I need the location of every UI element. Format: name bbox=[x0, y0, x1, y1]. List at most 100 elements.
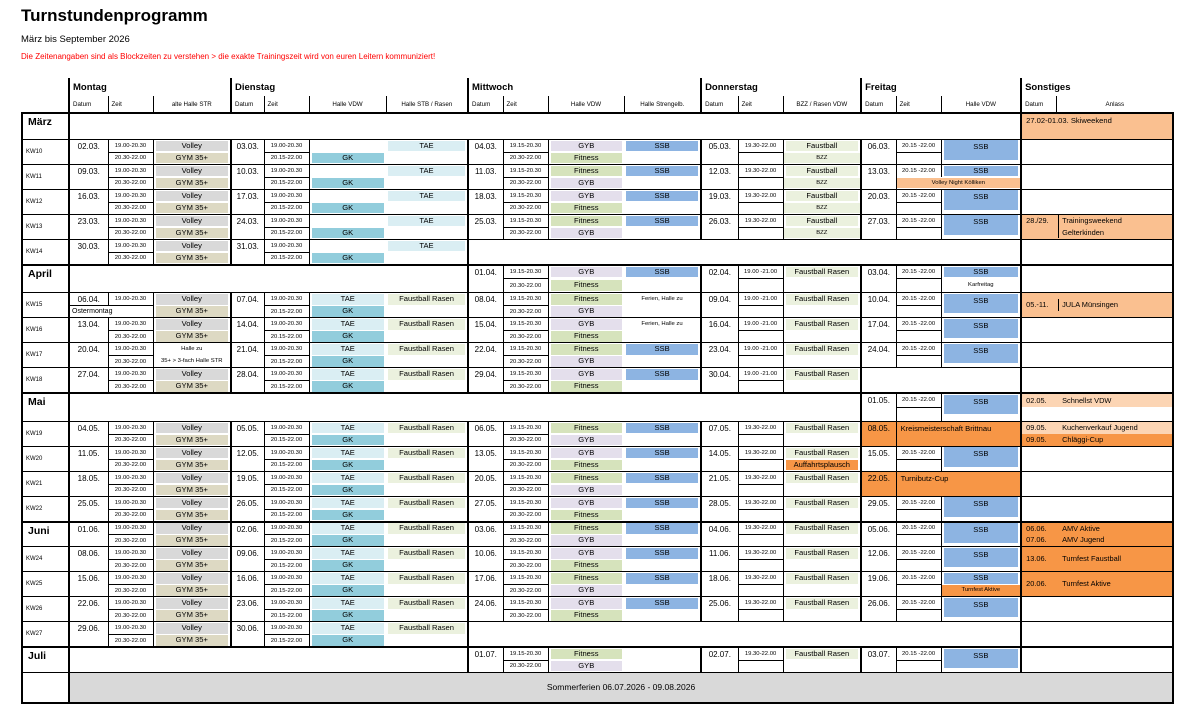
activity-cell: Volley bbox=[153, 163, 232, 177]
time-cell: 19.30-22.00 bbox=[737, 445, 784, 459]
activity-cell: GYM 35+ bbox=[153, 535, 231, 547]
time-cell: 20.30-22.00 bbox=[502, 305, 549, 318]
time-cell: 20.30-22.00 bbox=[107, 584, 154, 597]
time-cell bbox=[895, 151, 942, 164]
month-label: Mai bbox=[21, 392, 70, 421]
activity-cell: Fitness bbox=[548, 571, 625, 585]
week-label: KW13 bbox=[21, 213, 70, 239]
empty-cell bbox=[67, 112, 1022, 139]
date-cell: 06.05. bbox=[467, 420, 504, 446]
time-cell: 20.30-22.00 bbox=[502, 176, 549, 189]
time-cell: 19.00-20.30 bbox=[107, 495, 154, 509]
time-cell: 20.30-22.00 bbox=[502, 226, 549, 239]
activity-cell: Faustball bbox=[783, 213, 862, 227]
time-cell bbox=[737, 355, 784, 368]
date-cell: 02.04. bbox=[700, 263, 739, 293]
time-cell: 20.30-22.00 bbox=[502, 355, 549, 368]
empty-cell bbox=[1020, 445, 1175, 471]
activity-cell: SSB bbox=[941, 520, 1022, 547]
activity-cell: Fitness bbox=[548, 610, 624, 622]
time-cell: 19.15-20.30 bbox=[502, 163, 549, 177]
activity-cell: TAE bbox=[386, 138, 469, 152]
time-cell: 20.15-22.00 bbox=[263, 634, 310, 647]
activity-cell: GYB bbox=[548, 317, 625, 331]
date-cell: 31.03. bbox=[230, 238, 265, 265]
activity-cell: Faustball bbox=[783, 163, 862, 177]
col-header: Datum bbox=[68, 96, 108, 114]
date-cell: 19.06. bbox=[860, 571, 897, 597]
week-label: KW26 bbox=[21, 596, 70, 622]
col-header: Datum bbox=[700, 96, 739, 114]
time-cell: 19.15-20.30 bbox=[502, 213, 549, 227]
time-cell: 19.15-20.30 bbox=[502, 520, 549, 535]
activity-cell: GYB bbox=[548, 138, 625, 152]
time-cell: 19.30-22.00 bbox=[737, 138, 784, 152]
time-cell: 19.00-20.30 bbox=[263, 188, 310, 202]
col-header: Zeit bbox=[895, 96, 942, 114]
activity-cell: GYM 35+ bbox=[153, 459, 231, 471]
time-cell: 19.00-20.30 bbox=[263, 495, 310, 509]
activity-cell: Volley bbox=[153, 520, 232, 535]
activity-cell: Faustball Rasen bbox=[783, 546, 862, 560]
activity-cell bbox=[386, 635, 468, 648]
activity-cell: GK bbox=[309, 535, 386, 547]
time-cell: 20.30-22.00 bbox=[107, 433, 154, 446]
note-cell: Ferien, Halle zu bbox=[624, 292, 702, 306]
time-cell: 19.00-20.30 bbox=[107, 445, 154, 459]
empty-cell bbox=[1020, 646, 1175, 672]
month-label: Juli bbox=[21, 646, 70, 672]
activity-cell: TAE bbox=[309, 470, 387, 484]
date-range-subtitle: März bis September 2026 bbox=[21, 34, 130, 45]
activity-cell bbox=[386, 202, 468, 214]
activity-cell bbox=[624, 459, 701, 471]
time-cell: 19.30-22.00 bbox=[737, 163, 784, 177]
event-turnfest-aktive-fr: Turnfest Aktive bbox=[941, 585, 1021, 597]
time-cell: 19.00 -21.00 bbox=[737, 367, 784, 381]
activity-cell: GYM 35+ bbox=[153, 560, 231, 572]
activity-cell: Faustball Rasen bbox=[783, 367, 862, 381]
activity-cell: SSB bbox=[624, 546, 702, 560]
time-cell: 19.30-22.00 bbox=[737, 420, 784, 434]
time-cell: 19.30-22.00 bbox=[737, 646, 784, 660]
activity-cell: GYB bbox=[548, 434, 624, 446]
activity-cell: Fitness bbox=[548, 646, 625, 660]
activity-cell bbox=[386, 252, 468, 265]
week-label: KW12 bbox=[21, 188, 70, 214]
time-cell bbox=[737, 534, 784, 547]
time-cell: 19.00-20.30 bbox=[263, 238, 310, 252]
activity-cell: GK bbox=[309, 560, 386, 572]
date-cell: 16.04. bbox=[700, 317, 739, 343]
activity-cell: SSB bbox=[941, 445, 1022, 471]
time-cell: 19.00 -21.00 bbox=[737, 263, 784, 279]
activity-cell: GK bbox=[309, 356, 386, 368]
time-cell: 19.00-20.30 bbox=[107, 420, 154, 434]
time-cell: 19.30-22.00 bbox=[737, 596, 784, 610]
activity-cell: GYM 35+ bbox=[153, 484, 231, 496]
event-turnfest-aktive: 20.06. Turnfest Aktive bbox=[1020, 571, 1175, 597]
activity-cell: TAE bbox=[309, 420, 387, 434]
time-cell: 19.00-20.30 bbox=[263, 138, 310, 152]
time-cell: 20.30-22.00 bbox=[107, 251, 154, 265]
date-cell: 27.03. bbox=[860, 213, 897, 239]
activity-cell bbox=[309, 213, 387, 227]
activity-cell: GYM 35+ bbox=[153, 434, 231, 446]
date-cell: 23.03. bbox=[68, 213, 109, 239]
time-cell: 19.00 -21.00 bbox=[737, 317, 784, 331]
col-header: Zeit bbox=[502, 96, 549, 114]
activity-cell: Fitness bbox=[548, 279, 624, 293]
week-label: KW17 bbox=[21, 342, 70, 368]
activity-cell bbox=[386, 535, 468, 547]
activity-cell: SSB bbox=[941, 163, 1022, 177]
activity-cell: TAE bbox=[309, 621, 387, 635]
date-cell: 18.03. bbox=[467, 188, 504, 214]
activity-cell: GK bbox=[309, 177, 386, 189]
activity-cell bbox=[624, 660, 701, 672]
activity-cell: Faustball Rasen bbox=[783, 470, 862, 484]
activity-cell bbox=[386, 610, 468, 622]
activity-cell: Volley bbox=[153, 420, 232, 434]
time-cell: 19.15-20.30 bbox=[502, 495, 549, 509]
time-cell bbox=[737, 458, 784, 471]
time-cell bbox=[737, 278, 784, 293]
date-cell: 06.03. bbox=[860, 138, 897, 164]
time-cell bbox=[895, 330, 942, 343]
